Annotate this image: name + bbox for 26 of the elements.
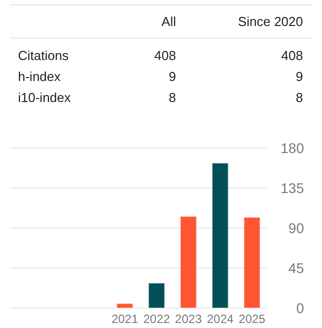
bar <box>148 282 166 308</box>
category-label: i10-index <box>18 90 71 105</box>
category-label: All <box>162 14 176 29</box>
y-tick-label: 90 <box>288 220 304 236</box>
y-tick-label: 135 <box>280 180 304 196</box>
category-label: Since 2020 <box>238 14 303 29</box>
bar <box>244 216 260 308</box>
text: 8 <box>296 90 303 105</box>
y-tick-label: 45 <box>288 260 304 276</box>
text: 9 <box>296 69 303 84</box>
y-tick-label: 180 <box>280 140 304 156</box>
x-tick-label: 2025 <box>238 312 266 326</box>
y-tick-label: 0 <box>296 300 304 316</box>
text: 9 <box>168 69 176 84</box>
bar <box>116 303 134 308</box>
category-label: h-index <box>18 69 61 84</box>
x-tick-label: 2023 <box>175 312 202 326</box>
text: 408 <box>154 48 176 63</box>
x-tick-label: 2024 <box>206 312 234 326</box>
text: 8 <box>168 90 176 105</box>
x-tick-label: 2021 <box>111 312 138 326</box>
text: 408 <box>281 48 303 63</box>
category-label: Citations <box>18 48 69 63</box>
bar <box>180 216 197 308</box>
bar <box>212 162 229 308</box>
x-tick-label: 2022 <box>143 312 170 326</box>
